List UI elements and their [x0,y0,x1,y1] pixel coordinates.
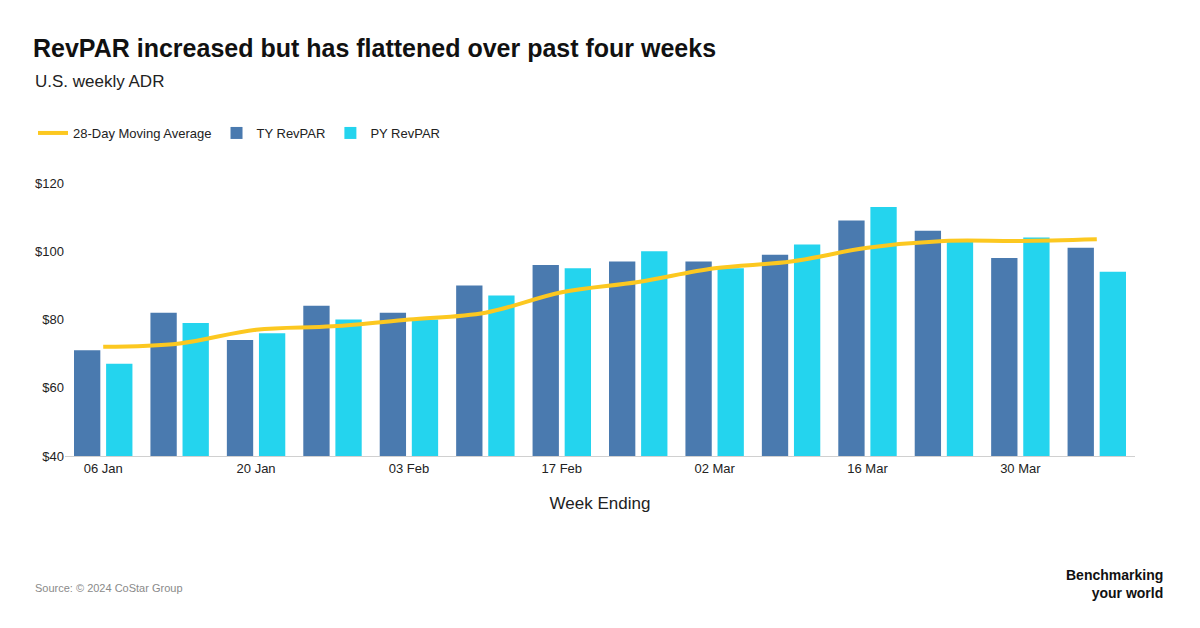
svg-text:Source: © 2024 CoStar Group: Source: © 2024 CoStar Group [35,582,183,594]
svg-text:06 Jan: 06 Jan [84,461,123,476]
svg-text:$60: $60 [42,380,64,395]
svg-text:20 Jan: 20 Jan [237,461,276,476]
svg-text:28-Day Moving Average: 28-Day Moving Average [73,126,212,141]
svg-text:Benchmarkingyour world: Benchmarkingyour world [1066,567,1163,601]
svg-text:TY RevPAR: TY RevPAR [257,126,326,141]
svg-text:30 Mar: 30 Mar [1000,461,1041,476]
svg-text:Week Ending: Week Ending [550,494,651,513]
svg-text:U.S. weekly ADR: U.S. weekly ADR [35,72,164,91]
svg-text:$80: $80 [42,312,64,327]
svg-text:16 Mar: 16 Mar [847,461,888,476]
svg-text:PY RevPAR: PY RevPAR [370,126,440,141]
svg-text:$40: $40 [42,449,64,464]
svg-text:03 Feb: 03 Feb [389,461,429,476]
svg-text:$100: $100 [35,244,64,259]
svg-text:17 Feb: 17 Feb [542,461,582,476]
svg-text:$120: $120 [35,176,64,191]
svg-text:RevPAR increased but has flatt: RevPAR increased but has flattened over … [33,34,716,62]
svg-text:02 Mar: 02 Mar [694,461,735,476]
